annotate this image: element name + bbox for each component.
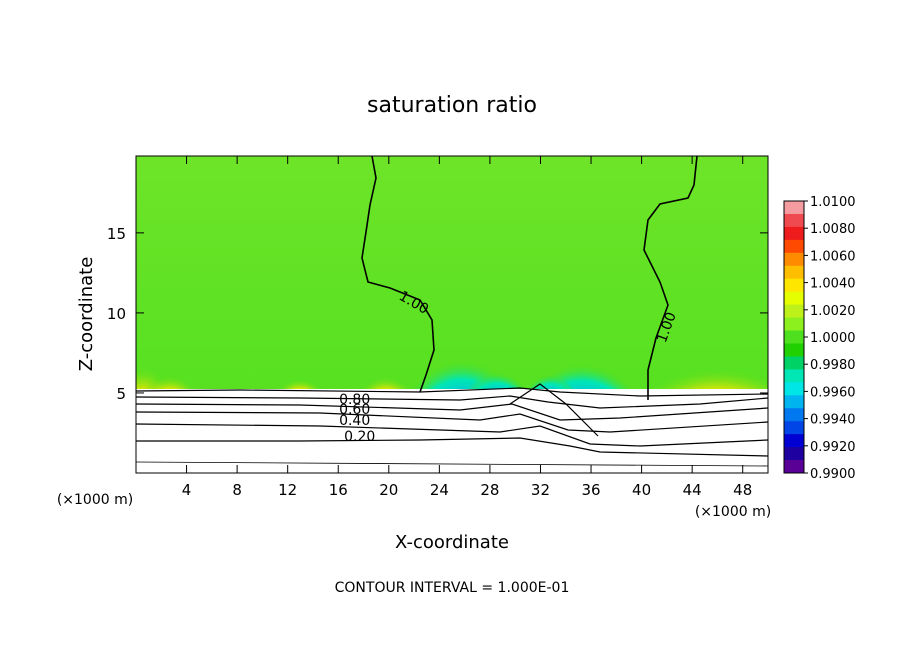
colorbar-label: 0.9940 bbox=[810, 413, 856, 428]
plot-field bbox=[136, 156, 768, 473]
colorbar-swatch bbox=[784, 382, 804, 396]
colorbar: 1.0100 1.0080 1.0060 1.0040 1.0020 1.0000 0.99… bbox=[783, 195, 856, 482]
x-tick-label: 24 bbox=[430, 481, 449, 499]
contour-line-8 bbox=[136, 461, 768, 467]
colorbar-swatch bbox=[784, 317, 804, 332]
contour-label-3: 0.60 bbox=[339, 402, 370, 418]
plot-frame bbox=[135, 155, 769, 474]
y-tick-label: 5 bbox=[116, 385, 126, 403]
colorbar-swatch bbox=[784, 434, 804, 448]
colorbar-label: 1.0040 bbox=[810, 277, 856, 292]
colorbar-label: 0.9920 bbox=[810, 440, 856, 455]
chart-title: saturation ratio bbox=[367, 93, 537, 118]
colorbar-swatch bbox=[784, 201, 804, 215]
x-tick-label: 28 bbox=[480, 481, 499, 499]
colorbar-label: 1.0020 bbox=[810, 304, 856, 319]
colorbar-label: 0.9980 bbox=[810, 358, 856, 373]
contour-line-6 bbox=[136, 423, 768, 447]
contour-label-2: 0.80 bbox=[339, 392, 370, 408]
colorbar-label: 1.0100 bbox=[810, 195, 856, 210]
colorbar-swatch bbox=[784, 395, 804, 409]
colorbar-swatch bbox=[784, 265, 804, 280]
x-tick-label: 4 bbox=[182, 481, 192, 499]
colorbar-swatch bbox=[784, 369, 804, 383]
colorbar-label: 0.9960 bbox=[810, 385, 856, 400]
colorbar-swatch bbox=[784, 330, 804, 344]
x-axis: 4 8 12 16 20 24 28 32 36 40 44 48 bbox=[182, 156, 752, 499]
colorbar-swatch bbox=[784, 421, 804, 435]
colorbar-swatch bbox=[784, 252, 804, 267]
colorbar-swatch bbox=[784, 239, 804, 254]
contour-line-4 bbox=[136, 403, 768, 421]
contour-label-5: 0.20 bbox=[344, 429, 375, 445]
x-tick-label: 20 bbox=[379, 481, 398, 499]
colorbar-swatch bbox=[784, 343, 804, 357]
contour-line-2 bbox=[136, 387, 768, 397]
colorbar-swatch bbox=[784, 278, 804, 293]
contour-line-0 bbox=[361, 156, 435, 393]
x-tick-label: 44 bbox=[683, 481, 702, 499]
x-tick-label: 8 bbox=[232, 481, 242, 499]
x-tick-label: 36 bbox=[581, 481, 600, 499]
y-tick-label: 10 bbox=[107, 305, 126, 323]
x-tick-label: 12 bbox=[278, 481, 297, 499]
contour-interval-note: CONTOUR INTERVAL = 1.000E-01 bbox=[335, 580, 570, 596]
colorbar-label: 0.9900 bbox=[810, 467, 856, 482]
colorbar-swatch bbox=[784, 408, 804, 422]
x-tick-label: 40 bbox=[632, 481, 651, 499]
contour-line-3 bbox=[136, 395, 768, 409]
y-axis-label: Z-coordinate bbox=[76, 257, 97, 372]
colorbar-swatch bbox=[784, 447, 804, 461]
contour-line-9 bbox=[509, 383, 599, 437]
colorbar-swatch bbox=[784, 213, 804, 228]
contour-line-5 bbox=[136, 411, 768, 433]
contour-label-4: 0.40 bbox=[339, 413, 370, 429]
x-tick-label: 32 bbox=[531, 481, 550, 499]
x-unit-left: (×1000 m) bbox=[57, 492, 133, 508]
contour-lines bbox=[136, 156, 768, 467]
x-tick-label: 16 bbox=[329, 481, 348, 499]
contour-line-7 bbox=[136, 437, 768, 457]
x-tick-label: 48 bbox=[733, 481, 752, 499]
colorbar-label: 1.0080 bbox=[810, 222, 856, 237]
contour-line-1 bbox=[643, 156, 698, 400]
colorbar-swatch bbox=[784, 460, 804, 474]
y-tick-label: 15 bbox=[107, 225, 126, 243]
colorbar-label: 1.0000 bbox=[810, 331, 856, 346]
colorbar-swatch bbox=[784, 304, 804, 319]
y-axis: 5 10 15 bbox=[107, 225, 768, 403]
x-axis-label: X-coordinate bbox=[395, 532, 509, 553]
colorbar-swatch bbox=[784, 356, 804, 370]
colorbar-swatch bbox=[784, 291, 804, 306]
x-unit-right: (×1000 m) bbox=[695, 504, 771, 520]
colorbar-swatch bbox=[784, 226, 804, 241]
colorbar-label: 1.0060 bbox=[810, 249, 856, 264]
